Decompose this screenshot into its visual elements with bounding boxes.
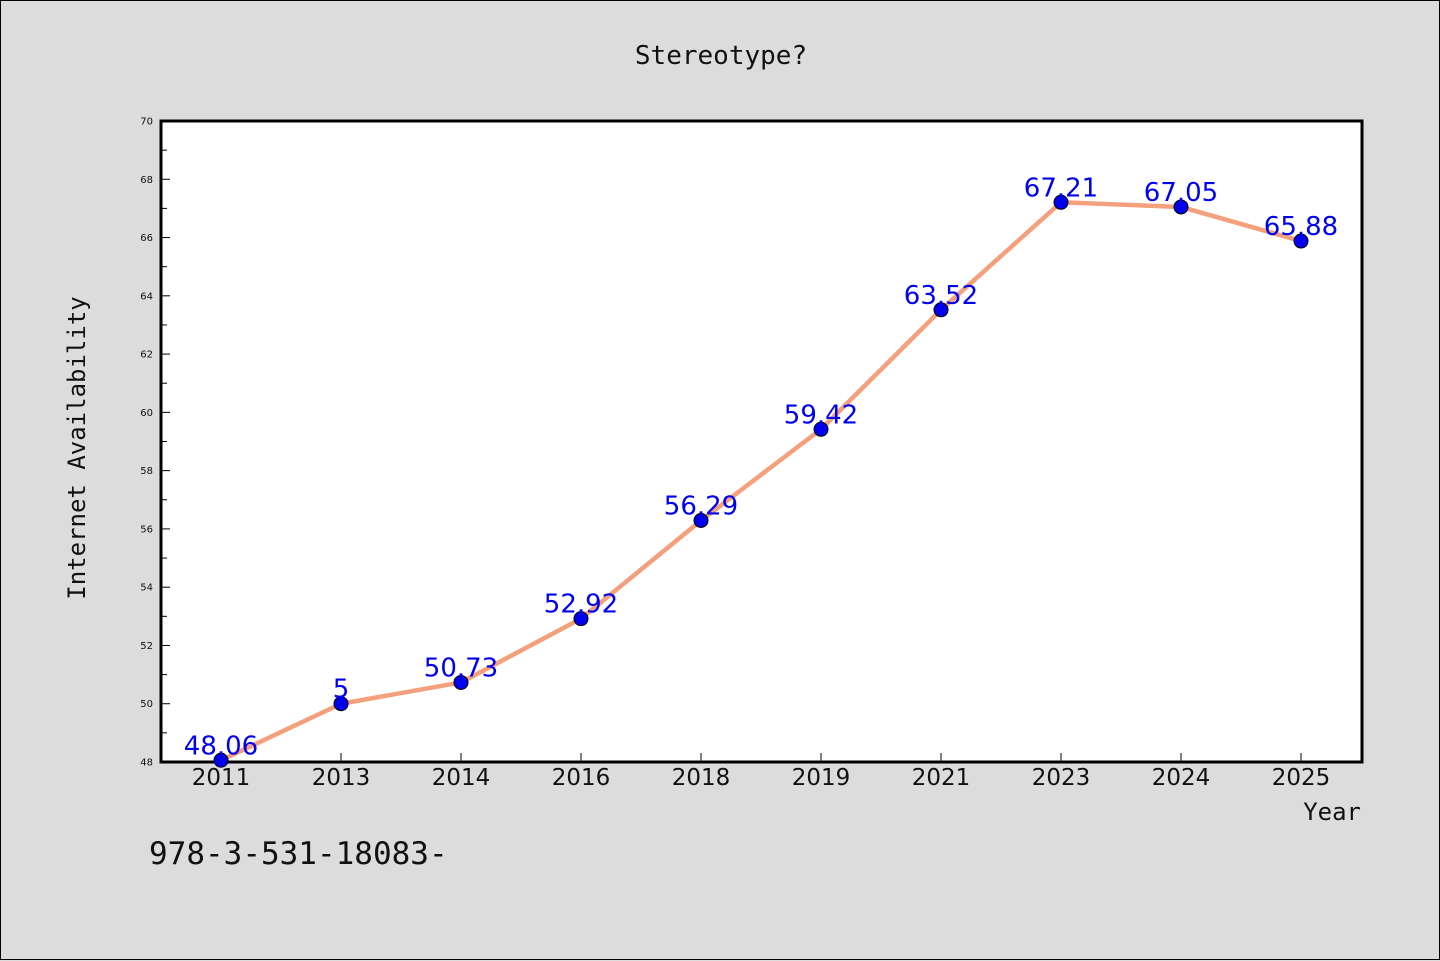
x-tick-label: 2025	[1272, 765, 1331, 791]
plot-area	[159, 119, 1364, 764]
x-tick-label: 2011	[192, 765, 251, 791]
x-tick-label: 2018	[672, 765, 731, 791]
y-tick-label: 56	[140, 524, 153, 535]
data-point-marker	[333, 696, 349, 712]
y-tick-label: 48	[140, 758, 153, 769]
y-tick-label: 50	[140, 699, 153, 710]
data-point-marker	[1173, 199, 1189, 215]
data-point-marker	[1293, 233, 1309, 249]
x-tick-label: 2024	[1152, 765, 1211, 791]
data-label: 52.92	[544, 590, 618, 620]
y-tick-label: 66	[140, 233, 153, 244]
y-tick-label: 68	[140, 175, 153, 186]
data-label: 65.88	[1264, 212, 1338, 242]
x-tick-label: 2016	[552, 765, 611, 791]
y-tick-label: 62	[140, 350, 153, 361]
y-tick-label: 64	[140, 291, 153, 302]
data-label: 67.21	[1024, 173, 1098, 203]
x-tick-label: 2013	[312, 765, 371, 791]
data-labels: 48.06 5 50.73 52.92 56.29 59.42 63.52 67.21 67.0…	[184, 173, 1338, 761]
chart-title: Stereotype?	[635, 41, 807, 71]
x-tick-label: 2014	[432, 765, 491, 791]
data-label: 5	[333, 675, 350, 705]
data-label: 59.42	[784, 400, 858, 430]
y-tick-label: 70	[140, 117, 153, 128]
data-label: 67.05	[1144, 178, 1218, 208]
data-label: 50.73	[424, 653, 498, 683]
data-point-marker	[573, 611, 589, 627]
y-tick-label: 60	[140, 408, 153, 419]
data-label: 56.29	[664, 491, 738, 521]
y-axis: 48 50 52 54 56 58 60 62 64 66 68 70	[140, 117, 170, 769]
data-label: 63.52	[904, 281, 978, 311]
x-tick-label: 2019	[792, 765, 851, 791]
data-point-marker	[1053, 194, 1069, 210]
x-tick-label: 2023	[1032, 765, 1091, 791]
y-tick-label: 58	[140, 466, 153, 477]
x-axis: 2011 2013 2014 2016 2018 2019 2021 2023 2024 2025	[192, 753, 1331, 791]
data-point-marker	[213, 752, 229, 768]
y-tick-label: 54	[140, 583, 153, 594]
series-markers	[213, 194, 1309, 768]
data-point-marker	[933, 302, 949, 318]
x-tick-label: 2021	[912, 765, 971, 791]
y-axis-label: Internet Availability	[63, 296, 91, 599]
data-point-marker	[453, 674, 469, 690]
series-line	[220, 200, 1302, 763]
footnote-text: 978-3-531-18083-	[149, 836, 448, 872]
data-label: 48.06	[184, 731, 258, 761]
x-axis-label: Year	[1303, 798, 1361, 826]
y-tick-label: 52	[140, 641, 153, 652]
data-point-marker	[813, 421, 829, 437]
data-point-marker	[693, 512, 709, 528]
